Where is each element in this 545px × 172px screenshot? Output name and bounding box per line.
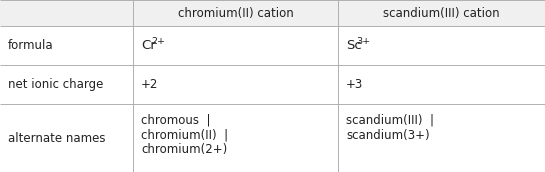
Text: +2: +2 [141,78,159,91]
Text: 3+: 3+ [356,37,370,46]
Text: chromium(2+): chromium(2+) [141,143,227,156]
Text: +3: +3 [346,78,364,91]
Text: chromous  |: chromous | [141,114,210,127]
Text: formula: formula [8,39,53,52]
Text: Cr: Cr [141,39,156,52]
Text: chromium(II)  |: chromium(II) | [141,128,228,142]
Text: Sc: Sc [346,39,362,52]
Text: scandium(III)  |: scandium(III) | [346,114,434,127]
Text: chromium(II) cation: chromium(II) cation [178,7,293,19]
Text: net ionic charge: net ionic charge [8,78,104,91]
Text: scandium(III) cation: scandium(III) cation [383,7,500,19]
Text: 2+: 2+ [151,37,165,46]
Text: alternate names: alternate names [8,132,106,144]
Bar [0,0,545,26]
Text: scandium(3+): scandium(3+) [346,128,429,142]
